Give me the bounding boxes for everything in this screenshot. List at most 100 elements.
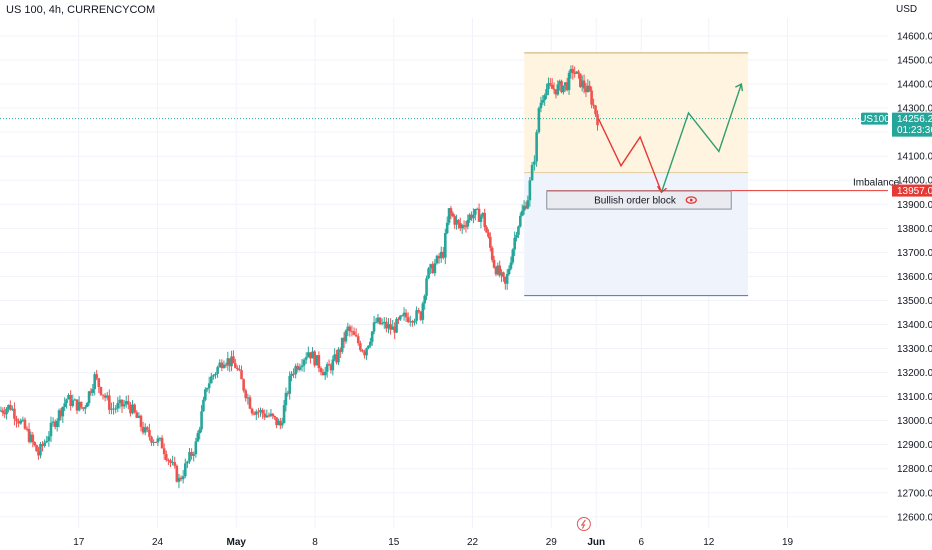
- candle-body: [127, 401, 130, 405]
- candle-body: [179, 477, 183, 480]
- lightning-icon: [580, 519, 586, 529]
- candle-body: [188, 452, 191, 462]
- candle-body: [387, 324, 390, 329]
- candle-body: [89, 391, 93, 393]
- candle-body: [175, 465, 179, 482]
- candle-body: [228, 358, 231, 367]
- symbol-title[interactable]: US 100, 4h, CURRENCYCOM: [6, 4, 156, 16]
- candle-body: [526, 200, 530, 209]
- candle-body: [464, 226, 468, 228]
- candle-body: [580, 80, 584, 87]
- candle-body: [502, 272, 505, 277]
- candle-body: [442, 251, 445, 258]
- candle-body: [118, 399, 122, 404]
- candle-body: [490, 247, 494, 260]
- y-tick-label: 14300.0: [897, 104, 932, 115]
- candle-body: [522, 205, 526, 211]
- candle-body: [455, 219, 458, 225]
- candle-body: [541, 100, 545, 103]
- candle-body: [494, 267, 498, 275]
- candle-body: [397, 318, 400, 320]
- candle-body: [378, 317, 382, 325]
- candle-body: [315, 355, 319, 366]
- x-tick-label: 24: [152, 537, 164, 548]
- candle-body: [327, 364, 331, 366]
- x-tick-label: 12: [703, 537, 715, 548]
- candle-body: [459, 222, 462, 229]
- candle-body: [588, 85, 591, 91]
- candle-body: [344, 330, 348, 342]
- candle-body: [33, 442, 36, 446]
- candle-body: [382, 321, 386, 323]
- candle-body: [0, 410, 3, 412]
- candle-body: [479, 216, 483, 222]
- candle-body: [3, 412, 6, 415]
- x-tick-label: 19: [782, 537, 794, 548]
- candle-body: [472, 214, 475, 219]
- candle-body: [504, 276, 507, 284]
- candle-body: [51, 421, 55, 423]
- candle-body: [483, 212, 486, 228]
- candle-body: [556, 84, 560, 95]
- candle-body: [13, 408, 16, 419]
- y-tick-label: 13100.0: [897, 392, 932, 403]
- candle-body: [224, 364, 228, 366]
- candle-body: [17, 421, 20, 424]
- candle-body: [365, 348, 368, 356]
- x-tick-label: 8: [312, 537, 318, 548]
- candle-body: [288, 376, 291, 394]
- candle-body: [352, 331, 356, 335]
- candle-body: [356, 336, 360, 344]
- order-block-box: [546, 190, 732, 210]
- candle-body: [103, 395, 107, 398]
- candle-body: [73, 399, 77, 401]
- candle-body: [286, 392, 290, 394]
- candle-body: [537, 108, 541, 133]
- candle-body: [84, 406, 87, 409]
- candle-body: [236, 367, 239, 370]
- candle-body: [549, 83, 552, 85]
- candle-body: [246, 397, 250, 399]
- annotation-overlay: Imbalance Bullish order block: [0, 83, 900, 210]
- candle-body: [447, 208, 451, 223]
- x-tick-label: 17: [73, 537, 85, 548]
- y-axis: 12600.0 12700.0 12800.0 12900.0 13000.0 13100…: [897, 32, 932, 524]
- candle-body: [37, 451, 40, 456]
- candle-body: [11, 408, 14, 410]
- candle-body: [242, 379, 245, 391]
- candle-body: [564, 82, 567, 86]
- candle-body: [156, 438, 160, 443]
- candle-body: [402, 312, 406, 316]
- candle-body: [558, 81, 561, 85]
- candle-body: [275, 417, 278, 426]
- y-tick-label: 12900.0: [897, 440, 932, 451]
- candle-body: [524, 205, 528, 209]
- candle-body: [114, 408, 117, 410]
- candle-body: [391, 326, 394, 330]
- candle-body: [39, 444, 42, 456]
- candle-body: [271, 413, 275, 417]
- candle-body: [533, 161, 536, 165]
- x-tick-label: 29: [546, 537, 558, 548]
- candle-body: [164, 454, 168, 460]
- candle-body: [560, 81, 563, 93]
- candle-body: [292, 373, 295, 375]
- candle-body: [192, 454, 196, 456]
- candle-body: [569, 69, 573, 73]
- candle-body: [579, 73, 582, 87]
- candle-body: [279, 420, 282, 426]
- candle-body: [150, 436, 153, 443]
- candle-body: [361, 350, 364, 352]
- candle-body: [470, 214, 473, 219]
- candle-body: [280, 423, 284, 426]
- candle-body: [67, 394, 70, 400]
- candle-body: [594, 105, 597, 115]
- candle-body: [124, 401, 128, 405]
- candle-body: [348, 326, 352, 332]
- candle-body: [261, 409, 264, 414]
- candle-body: [141, 426, 145, 433]
- candle-body: [43, 442, 46, 446]
- candle-body: [202, 399, 205, 412]
